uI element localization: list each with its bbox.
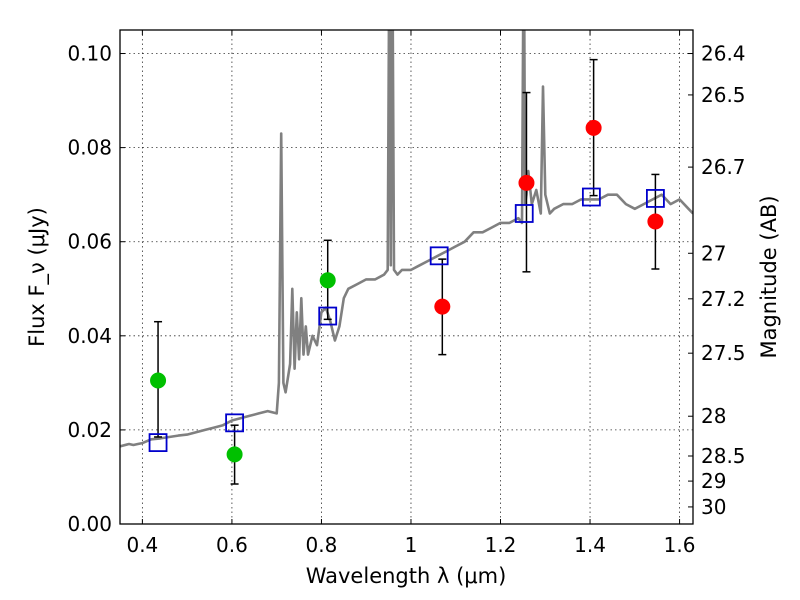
plot-background — [120, 30, 693, 524]
data-point — [647, 213, 664, 230]
model-point — [148, 433, 168, 453]
y-tick-label: 0.04 — [67, 324, 112, 348]
x-tick-label: 1.2 — [485, 533, 517, 557]
model-point — [318, 306, 338, 326]
model-point — [645, 189, 665, 208]
ticks: 0.4 0.6 0.8 1 1.2 1.4 1.6 0.00 0.02 0.04 0.06 0.08 0… — [67, 30, 746, 557]
y-tick-label: 0.10 — [67, 42, 112, 66]
x-tick-label: 0.8 — [306, 533, 338, 557]
model-point — [581, 187, 601, 207]
y-tick-label: 0.02 — [67, 418, 112, 442]
right-tick-label: 27.2 — [701, 287, 746, 311]
x-tick-label: 0.4 — [126, 533, 158, 557]
data-point — [150, 372, 167, 389]
right-axis-title: Magnitude (AB) — [757, 195, 781, 358]
x-axis-title: Wavelength λ (μm) — [306, 564, 507, 588]
data-point — [518, 174, 535, 191]
data-point — [226, 446, 243, 463]
model-point — [514, 204, 534, 223]
y-tick-label: 0.06 — [67, 230, 112, 254]
y-axis-title: Flux F_ν (μJy) — [25, 207, 50, 347]
right-tick-label: 26.7 — [701, 155, 746, 179]
right-tick-label: 27.5 — [701, 341, 746, 365]
model-point — [429, 246, 449, 266]
data-point — [434, 298, 451, 315]
right-tick-label: 27 — [701, 241, 726, 265]
grid — [120, 30, 693, 525]
data-point — [585, 119, 602, 136]
x-tick-label: 1.4 — [574, 533, 606, 557]
x-tick-label: 1 — [405, 533, 418, 557]
right-tick-label: 28 — [701, 404, 726, 428]
right-tick-label: 29 — [701, 469, 726, 493]
right-tick-label: 26.5 — [701, 83, 746, 107]
right-tick-label: 26.4 — [701, 42, 746, 66]
data-point — [319, 272, 336, 289]
x-tick-label: 0.6 — [216, 533, 248, 557]
model-spectrum-line — [120, 30, 693, 448]
series — [120, 30, 693, 485]
y-tick-label: 0.08 — [67, 136, 112, 160]
right-tick-label: 30 — [701, 495, 726, 519]
x-tick-label: 1.6 — [664, 533, 696, 557]
plot-frame — [119, 29, 694, 525]
y-tick-label: 0.00 — [67, 512, 112, 536]
model-point — [225, 413, 245, 433]
right-tick-label: 28.5 — [701, 444, 746, 468]
